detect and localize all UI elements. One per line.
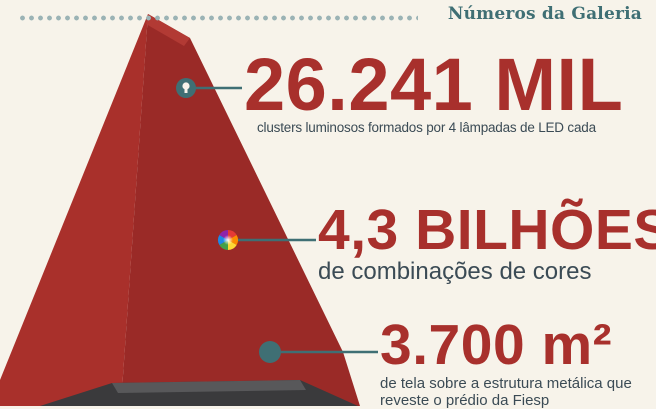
building-ledge — [112, 380, 306, 393]
building-face-left — [0, 14, 148, 406]
stat-leds-value: 26.241 MIL — [244, 43, 624, 126]
led-bulb-icon — [176, 78, 196, 98]
color-wheel-icon — [218, 230, 238, 250]
stat-leds-caption: clusters luminosos formados por 4 lâmpad… — [257, 120, 596, 135]
stat-colors-caption: de combinações de cores — [318, 258, 592, 285]
stat-area-caption: de tela sobre a estrutura metálica que r… — [380, 375, 632, 409]
building-edge — [146, 14, 190, 46]
section-title: Números da Galeria — [447, 4, 642, 24]
building-face-front — [95, 14, 360, 406]
stat-colors-value: 4,3 BILHÕES — [318, 198, 656, 262]
header-dotted-rule — [18, 15, 418, 21]
area-icon — [259, 341, 281, 363]
stat-area-value: 3.700 m² — [380, 313, 613, 377]
